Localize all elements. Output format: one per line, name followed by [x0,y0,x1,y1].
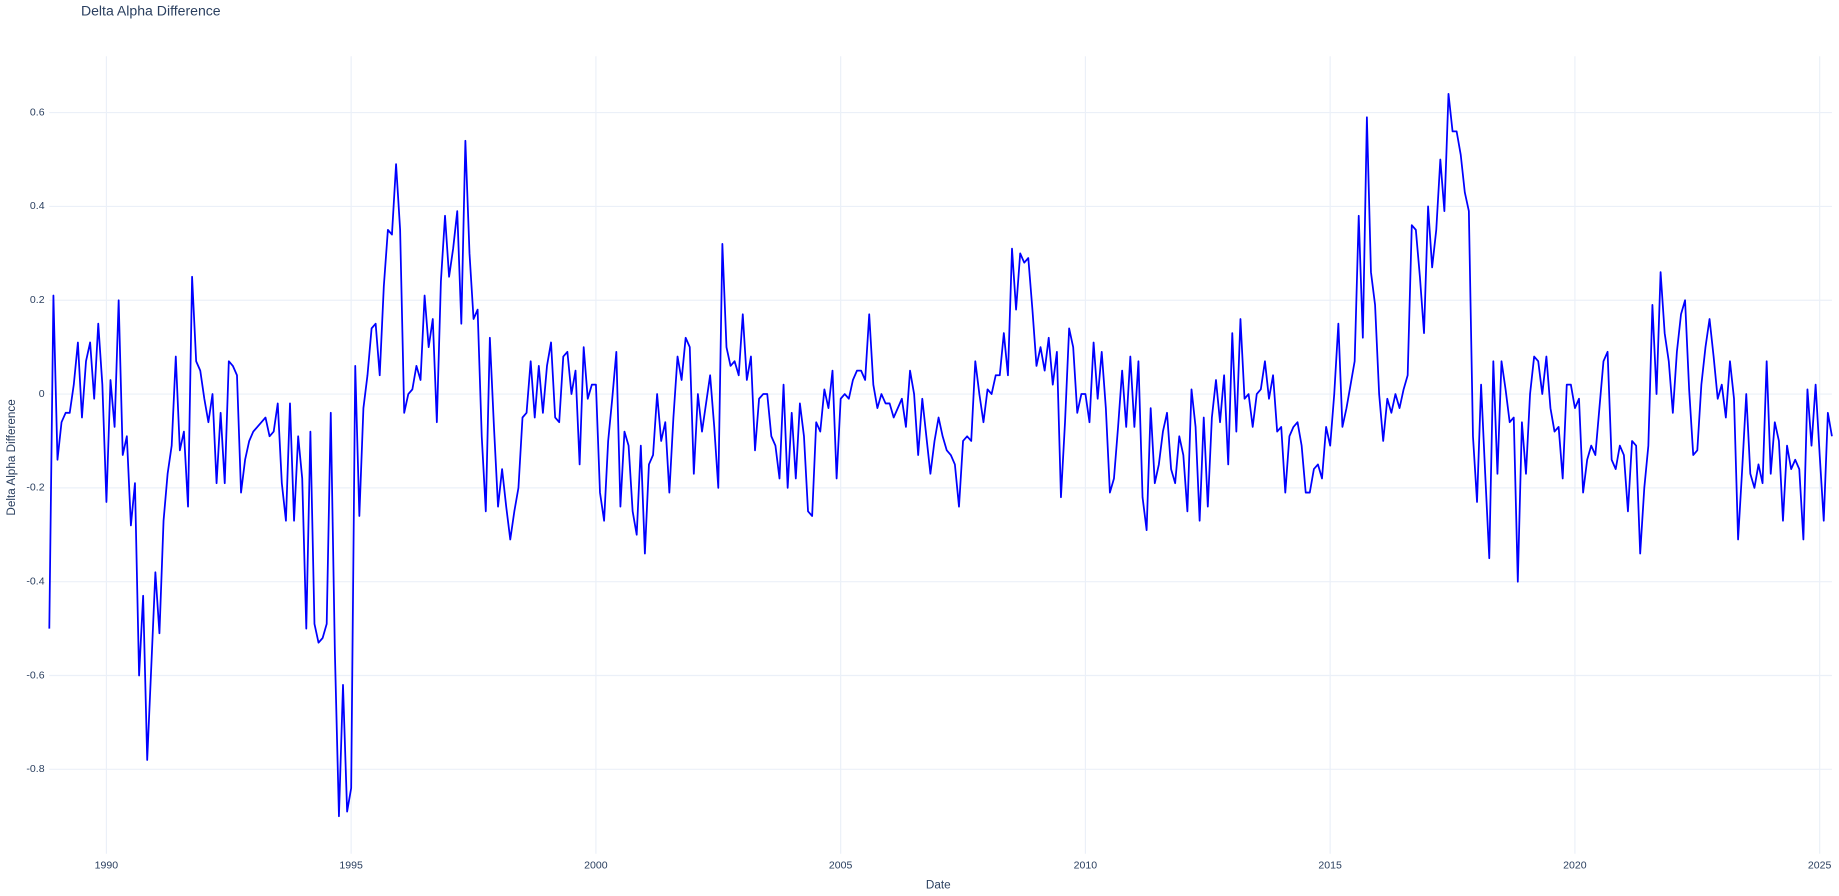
x-tick-label: 2020 [1563,859,1587,871]
x-tick-label: 2010 [1074,859,1098,871]
y-tick-label: 0 [39,388,45,400]
y-tick-label: -0.6 [26,669,44,681]
data-line [48,92,1833,818]
y-axis-title: Delta Alpha Difference [5,399,18,515]
x-tick-label: 1990 [95,859,119,871]
x-tick-label: 2025 [1808,859,1832,871]
y-tick-label: 0.2 [30,294,45,306]
grid-layer [49,56,1832,854]
y-tick-label: -0.4 [26,575,44,587]
x-tick-label: 2005 [829,859,853,871]
chart-title: Delta Alpha Difference [81,2,221,18]
y-tick-label: 0.6 [30,106,45,118]
x-axis-title: Date [926,879,951,892]
y-tick-label: -0.2 [26,482,44,494]
x-tick-label: 2015 [1318,859,1342,871]
x-tick-label: 2000 [584,859,608,871]
y-tick-label: 0.4 [30,200,45,212]
x-tick-label: 1995 [339,859,363,871]
y-tick-label: -0.8 [26,763,44,775]
